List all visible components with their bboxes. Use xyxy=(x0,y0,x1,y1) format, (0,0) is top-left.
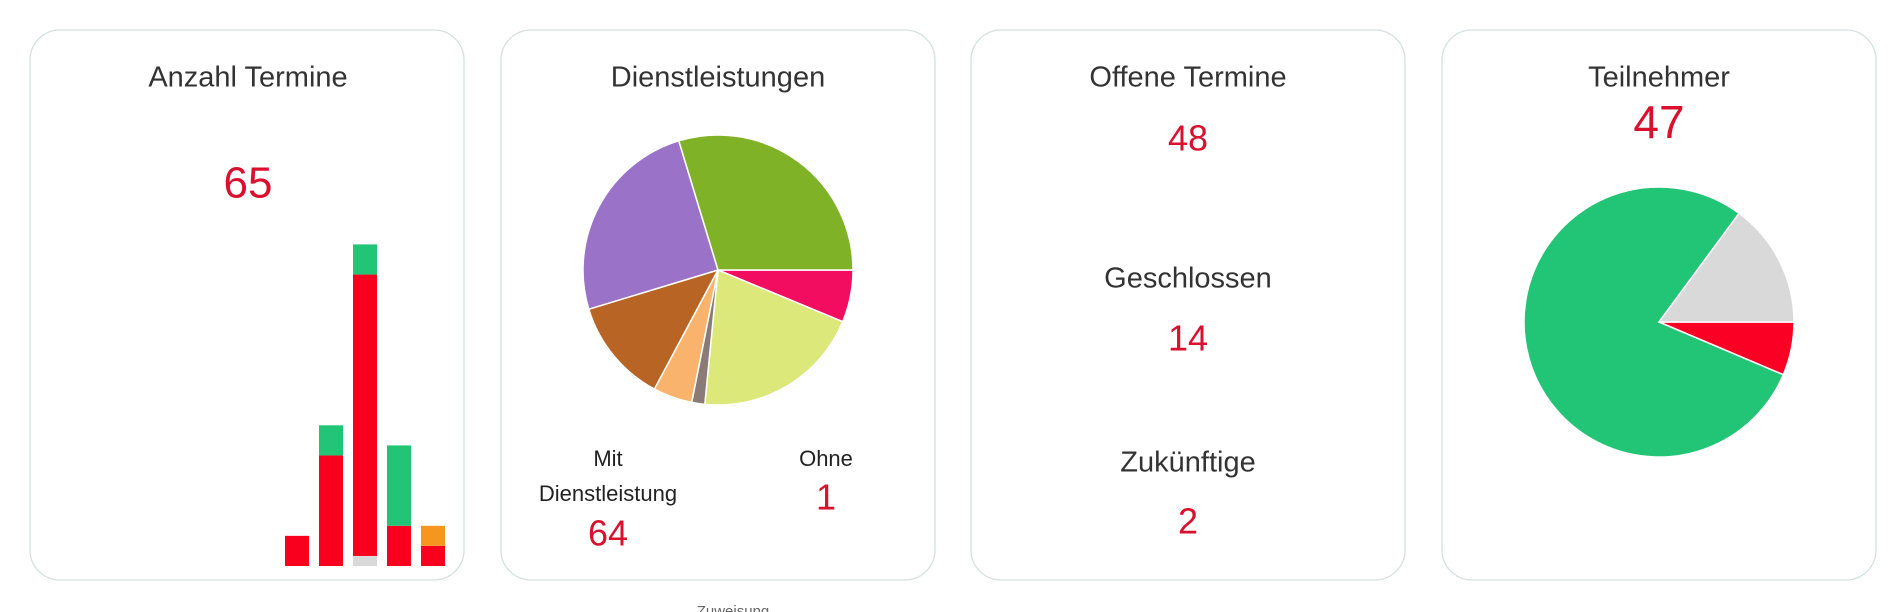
stat-label: Dienstleistung xyxy=(539,481,677,506)
card-title: Dienstleistungen xyxy=(611,62,825,94)
pie-slice xyxy=(1657,212,1795,323)
card-title: Zukünftige xyxy=(1120,447,1255,479)
stat-label: Mit xyxy=(593,446,622,471)
bar-segment xyxy=(421,545,445,566)
stat-value: 48 xyxy=(1168,118,1208,159)
stat-label: Ohne xyxy=(799,446,853,471)
card-title: Anzahl Termine xyxy=(148,62,347,94)
stat-value: 14 xyxy=(1168,318,1208,359)
bar-segment xyxy=(421,525,445,546)
count: 65 xyxy=(224,159,273,208)
pie-slice xyxy=(1523,186,1785,458)
bar-segment xyxy=(387,525,411,566)
bar-segment xyxy=(387,445,411,526)
pie-slice xyxy=(582,139,719,311)
stat-value: 2 xyxy=(1178,501,1198,542)
bar-segment xyxy=(353,555,377,566)
card-title: Geschlossen xyxy=(1104,263,1272,295)
card xyxy=(970,29,1406,581)
stat-value: 64 xyxy=(588,513,628,554)
bar-segment xyxy=(285,535,309,566)
pie-slice xyxy=(677,134,854,271)
card-title: Teilnehmer xyxy=(1588,62,1730,94)
bar-segment xyxy=(319,425,343,456)
count: 47 xyxy=(1633,96,1684,148)
bar-segment xyxy=(319,455,343,566)
stat-value: 1 xyxy=(816,477,836,518)
card-title: Offene Termine xyxy=(1089,62,1286,94)
pie-slice xyxy=(703,268,844,406)
footer-label: Zuweisung xyxy=(697,603,770,612)
bar-segment xyxy=(353,274,377,556)
bar-segment xyxy=(353,244,377,275)
